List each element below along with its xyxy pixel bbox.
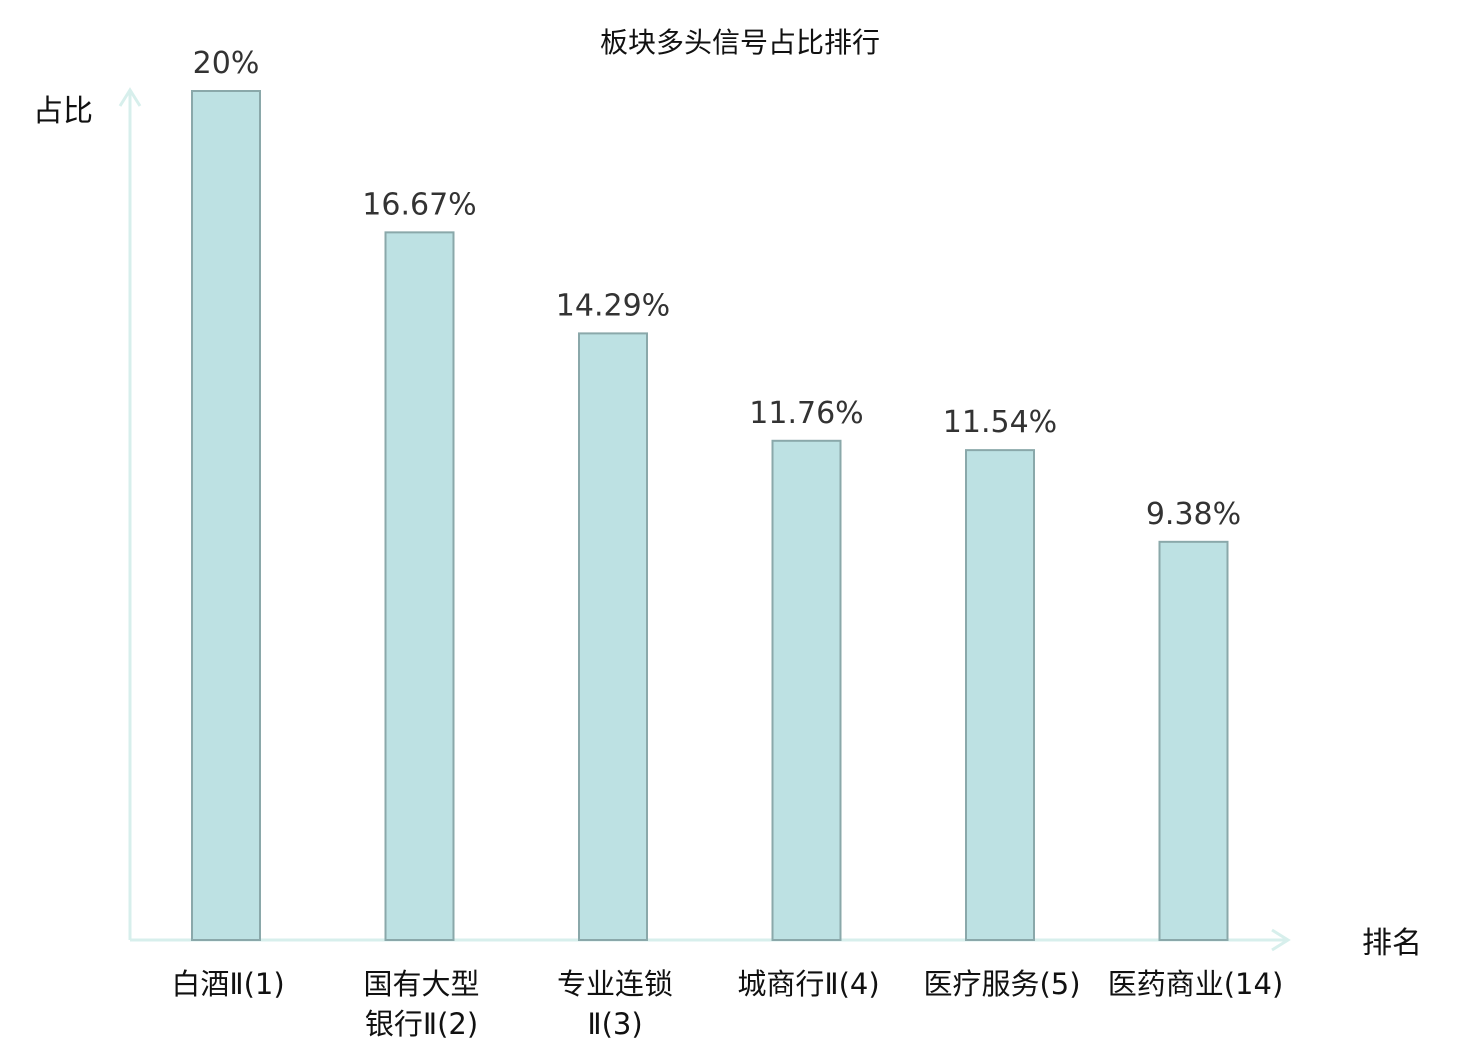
value-label: 11.76% <box>749 396 863 431</box>
value-label: 14.29% <box>556 288 670 323</box>
value-labels-group: 20% 16.67% 14.29% 11.76% 11.54% 9.38% <box>193 46 1242 532</box>
value-label: 20% <box>193 46 260 81</box>
bars-group <box>191 90 1229 941</box>
category-label: 医药商业(14) <box>1108 967 1284 1001</box>
axes <box>118 87 1291 952</box>
category-label: 医疗服务(5) <box>923 967 1080 1001</box>
bar <box>191 90 261 941</box>
value-label: 9.38% <box>1146 497 1241 532</box>
bar <box>1158 540 1229 941</box>
category-label: Ⅱ(3) <box>587 1007 642 1040</box>
value-label: 16.67% <box>362 187 476 222</box>
value-label: 11.54% <box>943 405 1057 440</box>
bar <box>578 332 648 941</box>
category-label: 专业连锁 <box>557 967 673 1001</box>
category-label: 城商行Ⅱ(4) <box>737 967 879 1001</box>
x-axis-title: 排名 <box>1362 926 1422 961</box>
category-label: 白酒Ⅱ(1) <box>171 967 284 1001</box>
bar <box>771 439 842 941</box>
x-axis-arrow <box>1271 928 1291 952</box>
category-label: 银行Ⅱ(2) <box>365 1007 478 1040</box>
bar <box>965 449 1035 941</box>
chart-title: 板块多头信号占比排行 <box>600 26 880 59</box>
y-axis-title: 占比 <box>33 94 93 129</box>
y-axis-arrow <box>118 87 142 107</box>
category-label: 国有大型 <box>363 967 479 1001</box>
bar <box>384 231 455 941</box>
